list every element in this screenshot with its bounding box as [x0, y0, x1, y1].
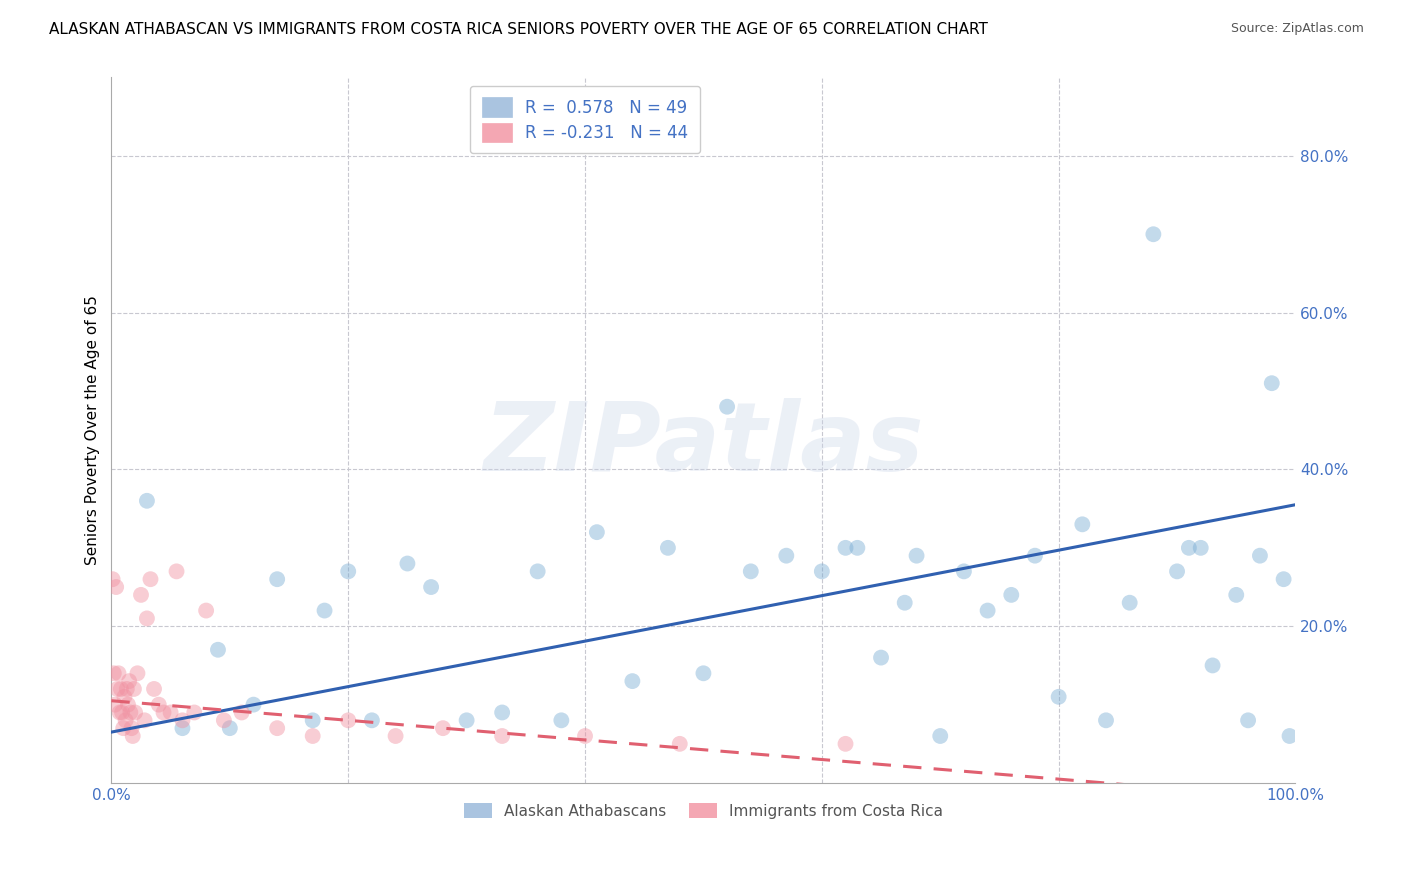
Point: [574, 729, 596, 743]
Text: Source: ZipAtlas.com: Source: ZipAtlas.com: [1230, 22, 1364, 36]
Point: [526, 565, 548, 579]
Point: [1178, 541, 1201, 555]
Point: [121, 721, 143, 735]
Point: [337, 714, 360, 728]
Point: [1024, 549, 1046, 563]
Point: [114, 714, 136, 728]
Point: [242, 698, 264, 712]
Point: [1249, 549, 1271, 563]
Point: [491, 706, 513, 720]
Point: [143, 681, 166, 696]
Point: [314, 603, 336, 617]
Point: [337, 565, 360, 579]
Point: [136, 493, 159, 508]
Point: [218, 721, 240, 735]
Point: [953, 565, 976, 579]
Point: [692, 666, 714, 681]
Point: [432, 721, 454, 735]
Point: [136, 611, 159, 625]
Point: [1272, 572, 1295, 586]
Point: [301, 729, 323, 743]
Point: [124, 706, 146, 720]
Point: [266, 721, 288, 735]
Point: [456, 714, 478, 728]
Point: [586, 525, 609, 540]
Point: [1278, 729, 1301, 743]
Point: [668, 737, 690, 751]
Point: [621, 674, 644, 689]
Point: [834, 737, 856, 751]
Point: [420, 580, 443, 594]
Point: [114, 690, 136, 704]
Point: [846, 541, 869, 555]
Legend: Alaskan Athabascans, Immigrants from Costa Rica: Alaskan Athabascans, Immigrants from Cos…: [458, 797, 949, 825]
Point: [740, 565, 762, 579]
Point: [108, 706, 131, 720]
Point: [1071, 517, 1094, 532]
Point: [811, 565, 834, 579]
Point: [159, 706, 181, 720]
Point: [1261, 376, 1284, 391]
Point: [550, 714, 572, 728]
Point: [112, 721, 135, 735]
Point: [111, 706, 134, 720]
Point: [929, 729, 952, 743]
Point: [361, 714, 384, 728]
Point: [976, 603, 998, 617]
Point: [657, 541, 679, 555]
Point: [129, 588, 152, 602]
Point: [121, 729, 143, 743]
Point: [834, 541, 856, 555]
Point: [115, 681, 138, 696]
Point: [1201, 658, 1223, 673]
Point: [1000, 588, 1022, 602]
Point: [212, 714, 235, 728]
Point: [1237, 714, 1260, 728]
Point: [152, 706, 174, 720]
Point: [183, 706, 205, 720]
Point: [905, 549, 928, 563]
Point: [110, 681, 132, 696]
Point: [139, 572, 162, 586]
Point: [117, 698, 139, 712]
Point: [1118, 596, 1140, 610]
Point: [1047, 690, 1070, 704]
Point: [491, 729, 513, 743]
Point: [166, 565, 188, 579]
Point: [775, 549, 797, 563]
Point: [148, 698, 170, 712]
Point: [266, 572, 288, 586]
Point: [103, 666, 125, 681]
Point: [104, 698, 127, 712]
Point: [122, 681, 145, 696]
Point: [301, 714, 323, 728]
Point: [172, 714, 194, 728]
Point: [231, 706, 253, 720]
Point: [195, 603, 218, 617]
Point: [120, 706, 142, 720]
Point: [384, 729, 406, 743]
Y-axis label: Seniors Poverty Over the Age of 65: Seniors Poverty Over the Age of 65: [86, 295, 100, 566]
Text: ALASKAN ATHABASCAN VS IMMIGRANTS FROM COSTA RICA SENIORS POVERTY OVER THE AGE OF: ALASKAN ATHABASCAN VS IMMIGRANTS FROM CO…: [49, 22, 988, 37]
Point: [893, 596, 915, 610]
Point: [870, 650, 893, 665]
Point: [134, 714, 156, 728]
Point: [1166, 565, 1188, 579]
Point: [1095, 714, 1118, 728]
Point: [107, 666, 129, 681]
Point: [118, 674, 141, 689]
Point: [101, 572, 124, 586]
Point: [1225, 588, 1247, 602]
Point: [716, 400, 738, 414]
Point: [207, 642, 229, 657]
Point: [127, 666, 149, 681]
Point: [1189, 541, 1212, 555]
Point: [396, 557, 419, 571]
Point: [172, 721, 194, 735]
Point: [105, 580, 128, 594]
Point: [105, 681, 128, 696]
Point: [1142, 227, 1164, 242]
Text: ZIPatlas: ZIPatlas: [484, 398, 924, 491]
